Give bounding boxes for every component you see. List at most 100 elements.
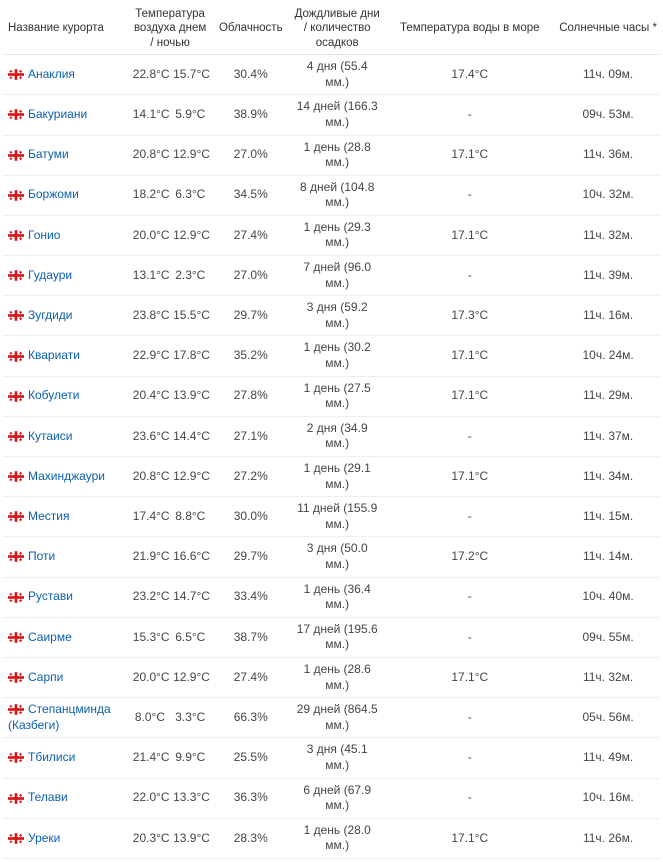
resort-link[interactable]: Местия — [28, 509, 70, 523]
resort-link[interactable]: Батуми — [28, 147, 69, 161]
cell-rain: 1 день (29.3 мм.) — [291, 215, 383, 255]
cell-temp-night: 6.5°C — [170, 617, 210, 657]
cell-name: Квариати — [3, 336, 130, 376]
resort-link[interactable]: Бакуриани — [28, 107, 87, 121]
cell-sea: - — [383, 577, 556, 617]
resort-link[interactable]: Телави — [28, 790, 68, 804]
georgia-flag-icon — [8, 592, 24, 603]
cell-rain: 1 день (28.0 мм.) — [291, 818, 383, 858]
resort-link[interactable]: Рустави — [28, 589, 73, 603]
cell-cloud: 35.2% — [210, 336, 291, 376]
cell-cloud: 30.0% — [210, 497, 291, 537]
cell-rain: 14 дней (166.3 мм.) — [291, 95, 383, 135]
cell-rain: 3 дня (50.0 мм.) — [291, 537, 383, 577]
col-temp[interactable]: Температура воздуха днем / ночью — [130, 3, 211, 55]
cell-sun: 11ч. 37м. — [556, 416, 660, 456]
col-rain[interactable]: Дождливые дни / количество осадков — [291, 3, 383, 55]
cell-temp-night: 12.9°C — [170, 457, 210, 497]
resort-link[interactable]: Саирме — [28, 630, 72, 644]
cell-temp-night: 15.7°C — [170, 55, 210, 95]
cell-rain: 1 день (28.8 мм.) — [291, 135, 383, 175]
cell-temp-day: 20.8°C — [130, 135, 170, 175]
cell-sea: 17.1°C — [383, 135, 556, 175]
cell-cloud: 36.3% — [210, 778, 291, 818]
cell-rain: 6 дней (67.9 мм.) — [291, 778, 383, 818]
cell-name: Саирме — [3, 617, 130, 657]
cell-sun: 05ч. 56м. — [556, 698, 660, 738]
col-cloud[interactable]: Облачность — [210, 3, 291, 55]
cell-cloud: 27.2% — [210, 457, 291, 497]
resort-link[interactable]: Боржоми — [28, 188, 79, 202]
col-sun[interactable]: Солнечные часы * — [556, 3, 660, 55]
cell-name: Рустави — [3, 577, 130, 617]
cell-sea: - — [383, 738, 556, 778]
cell-rain: 11 дней (155.9 мм.) — [291, 497, 383, 537]
resort-link[interactable]: Кутаиси — [28, 429, 72, 443]
cell-temp-day: 14.1°C — [130, 95, 170, 135]
table-row: Батуми20.8°C12.9°C27.0%1 день (28.8 мм.)… — [3, 135, 660, 175]
cell-temp-night: 16.6°C — [170, 537, 210, 577]
cell-rain: 8 дней (104.8 мм.) — [291, 175, 383, 215]
resort-link[interactable]: Махинджаури — [28, 469, 105, 483]
table-row: Саирме15.3°C6.5°C38.7%17 дней (195.6 мм.… — [3, 617, 660, 657]
georgia-flag-icon — [8, 752, 24, 763]
georgia-flag-icon — [8, 431, 24, 442]
resort-link[interactable]: Анаклия — [28, 67, 75, 81]
resort-link[interactable]: Гудаури — [28, 268, 72, 282]
resort-link[interactable]: Поти — [28, 549, 55, 563]
cell-cloud: 27.0% — [210, 256, 291, 296]
cell-name: Кутаиси — [3, 416, 130, 456]
cell-sun: 11ч. 29м. — [556, 376, 660, 416]
georgia-flag-icon — [8, 230, 24, 241]
cell-cloud: 27.1% — [210, 416, 291, 456]
cell-cloud: 27.4% — [210, 215, 291, 255]
cell-temp-night: 15.5°C — [170, 296, 210, 336]
cell-sea: - — [383, 95, 556, 135]
table-row: Бакуриани14.1°C5.9°C38.9%14 дней (166.3 … — [3, 95, 660, 135]
cell-temp-night: 13.9°C — [170, 818, 210, 858]
resort-link[interactable]: Квариати — [28, 348, 80, 362]
cell-name: Кобулети — [3, 376, 130, 416]
cell-cloud: 27.4% — [210, 657, 291, 697]
cell-temp-night: 12.9°C — [170, 135, 210, 175]
col-name[interactable]: Название курорта — [3, 3, 130, 55]
resort-link[interactable]: Кобулети — [28, 388, 80, 402]
table-row: Квариати22.9°C17.8°C35.2%1 день (30.2 мм… — [3, 336, 660, 376]
cell-cloud: 29.7% — [210, 296, 291, 336]
cell-sea: 17.1°C — [383, 376, 556, 416]
cell-temp-night: 8.8°C — [170, 497, 210, 537]
cell-sun: 09ч. 53м. — [556, 95, 660, 135]
cell-sun: 11ч. 39м. — [556, 256, 660, 296]
cell-temp-night: 13.9°C — [170, 376, 210, 416]
cell-temp-night: 12.9°C — [170, 215, 210, 255]
cell-sea: 17.1°C — [383, 457, 556, 497]
cell-sun: 10ч. 32м. — [556, 175, 660, 215]
resort-link[interactable]: Тбилиси — [28, 750, 75, 764]
georgia-flag-icon — [8, 471, 24, 482]
cell-temp-day: 17.4°C — [130, 497, 170, 537]
cell-sea: - — [383, 256, 556, 296]
cell-temp-night: 3.3°C — [170, 698, 210, 738]
col-sea[interactable]: Температура воды в море — [383, 3, 556, 55]
cell-rain: 29 дней (864.5 мм.) — [291, 698, 383, 738]
cell-temp-day: 20.0°C — [130, 657, 170, 697]
cell-temp-night: 13.3°C — [170, 778, 210, 818]
resort-link[interactable]: Уреки — [28, 831, 60, 845]
cell-temp-night: 9.9°C — [170, 738, 210, 778]
resort-link[interactable]: Зугдиди — [28, 308, 73, 322]
cell-name: Гудаури — [3, 256, 130, 296]
cell-name: Бакуриани — [3, 95, 130, 135]
cell-cloud: 38.9% — [210, 95, 291, 135]
cell-name: Зугдиди — [3, 296, 130, 336]
table-row: Местия 17.4°C8.8°C30.0%11 дней (155.9 мм.… — [3, 497, 660, 537]
cell-name: Местия — [3, 497, 130, 537]
cell-sea: 17.4°C — [383, 55, 556, 95]
climate-table: Название курорта Температура воздуха дне… — [3, 3, 660, 859]
cell-temp-day: 22.0°C — [130, 778, 170, 818]
georgia-flag-icon — [8, 270, 24, 281]
cell-rain: 1 день (27.5 мм.) — [291, 376, 383, 416]
resort-link[interactable]: Сарпи — [28, 670, 63, 684]
cell-name: Боржоми — [3, 175, 130, 215]
resort-link[interactable]: Гонио — [28, 228, 60, 242]
cell-rain: 3 дня (45.1 мм.) — [291, 738, 383, 778]
